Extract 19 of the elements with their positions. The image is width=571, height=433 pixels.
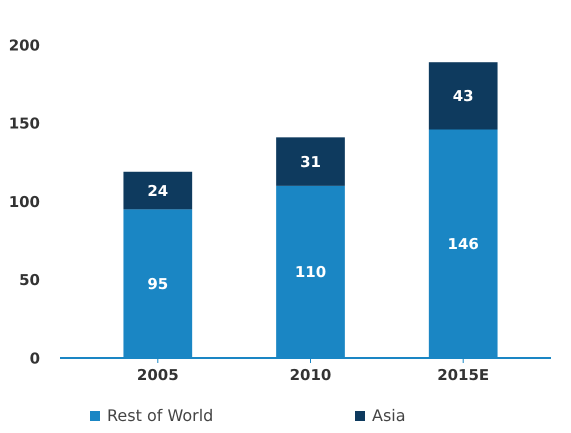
- bar: [428, 62, 498, 130]
- bar: [123, 172, 192, 210]
- data-label: 146: [448, 235, 479, 254]
- y-tick-label: 50: [19, 271, 40, 289]
- y-tick-label: 0: [30, 349, 40, 368]
- y-tick-label: 100: [8, 192, 40, 211]
- legend-label: Rest of World: [107, 406, 214, 425]
- bar: [276, 137, 345, 186]
- data-label: 31: [300, 152, 321, 171]
- data-label: 43: [452, 87, 474, 106]
- data-label: 95: [147, 274, 168, 293]
- legend-label: Asia: [372, 406, 406, 425]
- data-label: 110: [294, 263, 326, 282]
- data-label: 24: [147, 182, 168, 200]
- y-tick-label: 150: [8, 114, 40, 132]
- x-tick-label: 2010: [290, 366, 332, 384]
- x-tick-label: 2005: [136, 366, 179, 384]
- x-tick-label: 2015E: [437, 366, 490, 384]
- y-tick-label: 200: [8, 36, 40, 54]
